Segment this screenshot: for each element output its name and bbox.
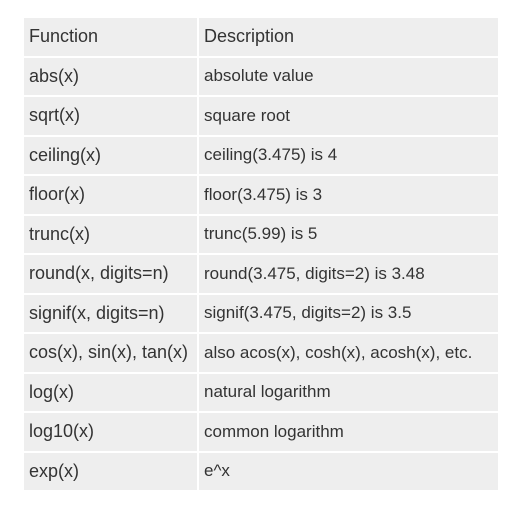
- function-cell: log10(x): [24, 413, 199, 453]
- table-row: signif(x, digits=n) signif(3.475, digits…: [24, 294, 498, 334]
- description-cell: common logarithm: [199, 413, 498, 453]
- function-cell: trunc(x): [24, 215, 199, 255]
- description-cell: also acos(x), cosh(x), acosh(x), etc.: [199, 334, 498, 374]
- table-row: floor(x) floor(3.475) is 3: [24, 176, 498, 216]
- table-row: cos(x), sin(x), tan(x) also acos(x), cos…: [24, 334, 498, 374]
- function-cell: signif(x, digits=n): [24, 294, 199, 334]
- table-row: trunc(x) trunc(5.99) is 5: [24, 215, 498, 255]
- function-cell: ceiling(x): [24, 136, 199, 176]
- table-row: sqrt(x) square root: [24, 97, 498, 137]
- description-cell: natural logarithm: [199, 373, 498, 413]
- table-row: log10(x) common logarithm: [24, 413, 498, 453]
- function-cell: log(x): [24, 373, 199, 413]
- table-row: ceiling(x) ceiling(3.475) is 4: [24, 136, 498, 176]
- description-cell: trunc(5.99) is 5: [199, 215, 498, 255]
- function-cell: cos(x), sin(x), tan(x): [24, 334, 199, 374]
- table-row: round(x, digits=n) round(3.475, digits=2…: [24, 255, 498, 295]
- function-cell: abs(x): [24, 57, 199, 97]
- functions-table: Function Description abs(x) absolute val…: [24, 18, 498, 492]
- description-cell: ceiling(3.475) is 4: [199, 136, 498, 176]
- table-row: log(x) natural logarithm: [24, 373, 498, 413]
- description-cell: square root: [199, 97, 498, 137]
- function-cell: sqrt(x): [24, 97, 199, 137]
- table-header-row: Function Description: [24, 18, 498, 58]
- description-cell: absolute value: [199, 57, 498, 97]
- function-cell: floor(x): [24, 176, 199, 216]
- function-cell: round(x, digits=n): [24, 255, 199, 295]
- column-header-function: Function: [24, 18, 199, 58]
- table-row: exp(x) e^x: [24, 452, 498, 492]
- table-row: abs(x) absolute value: [24, 57, 498, 97]
- description-cell: e^x: [199, 452, 498, 492]
- column-header-description: Description: [199, 18, 498, 58]
- description-cell: round(3.475, digits=2) is 3.48: [199, 255, 498, 295]
- description-cell: signif(3.475, digits=2) is 3.5: [199, 294, 498, 334]
- function-cell: exp(x): [24, 452, 199, 492]
- description-cell: floor(3.475) is 3: [199, 176, 498, 216]
